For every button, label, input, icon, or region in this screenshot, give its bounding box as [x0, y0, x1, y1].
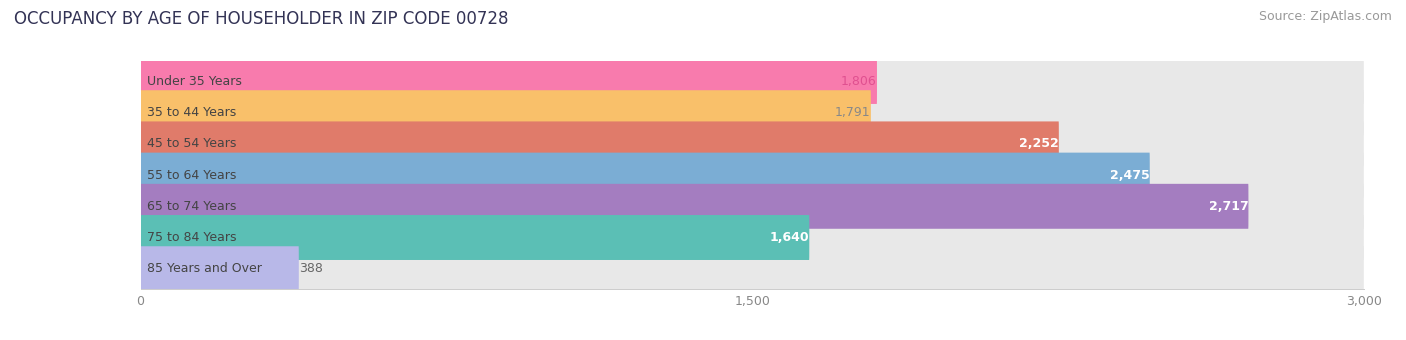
FancyBboxPatch shape	[141, 153, 1364, 198]
FancyBboxPatch shape	[141, 90, 1364, 135]
Text: 2,252: 2,252	[1019, 137, 1059, 150]
FancyBboxPatch shape	[141, 121, 1059, 166]
Text: 1,806: 1,806	[841, 75, 877, 88]
FancyBboxPatch shape	[141, 184, 1249, 229]
FancyBboxPatch shape	[141, 215, 1364, 260]
Text: 75 to 84 Years: 75 to 84 Years	[148, 231, 236, 244]
Text: Under 35 Years: Under 35 Years	[148, 75, 242, 88]
Text: 2,475: 2,475	[1109, 169, 1150, 182]
FancyBboxPatch shape	[141, 246, 299, 291]
FancyBboxPatch shape	[141, 215, 810, 260]
Text: 1,640: 1,640	[769, 231, 810, 244]
Text: 35 to 44 Years: 35 to 44 Years	[148, 106, 236, 119]
Text: 2,717: 2,717	[1209, 200, 1249, 213]
FancyBboxPatch shape	[141, 184, 1364, 229]
Text: Source: ZipAtlas.com: Source: ZipAtlas.com	[1258, 10, 1392, 23]
Text: 45 to 54 Years: 45 to 54 Years	[148, 137, 236, 150]
FancyBboxPatch shape	[141, 59, 877, 104]
FancyBboxPatch shape	[141, 121, 1364, 166]
Text: 388: 388	[299, 262, 323, 275]
FancyBboxPatch shape	[141, 90, 870, 135]
Text: 65 to 74 Years: 65 to 74 Years	[148, 200, 236, 213]
FancyBboxPatch shape	[141, 59, 1364, 104]
Text: 55 to 64 Years: 55 to 64 Years	[148, 169, 236, 182]
Text: 1,791: 1,791	[835, 106, 870, 119]
Text: OCCUPANCY BY AGE OF HOUSEHOLDER IN ZIP CODE 00728: OCCUPANCY BY AGE OF HOUSEHOLDER IN ZIP C…	[14, 10, 509, 28]
FancyBboxPatch shape	[141, 153, 1150, 198]
Text: 85 Years and Over: 85 Years and Over	[148, 262, 262, 275]
FancyBboxPatch shape	[141, 246, 1364, 291]
